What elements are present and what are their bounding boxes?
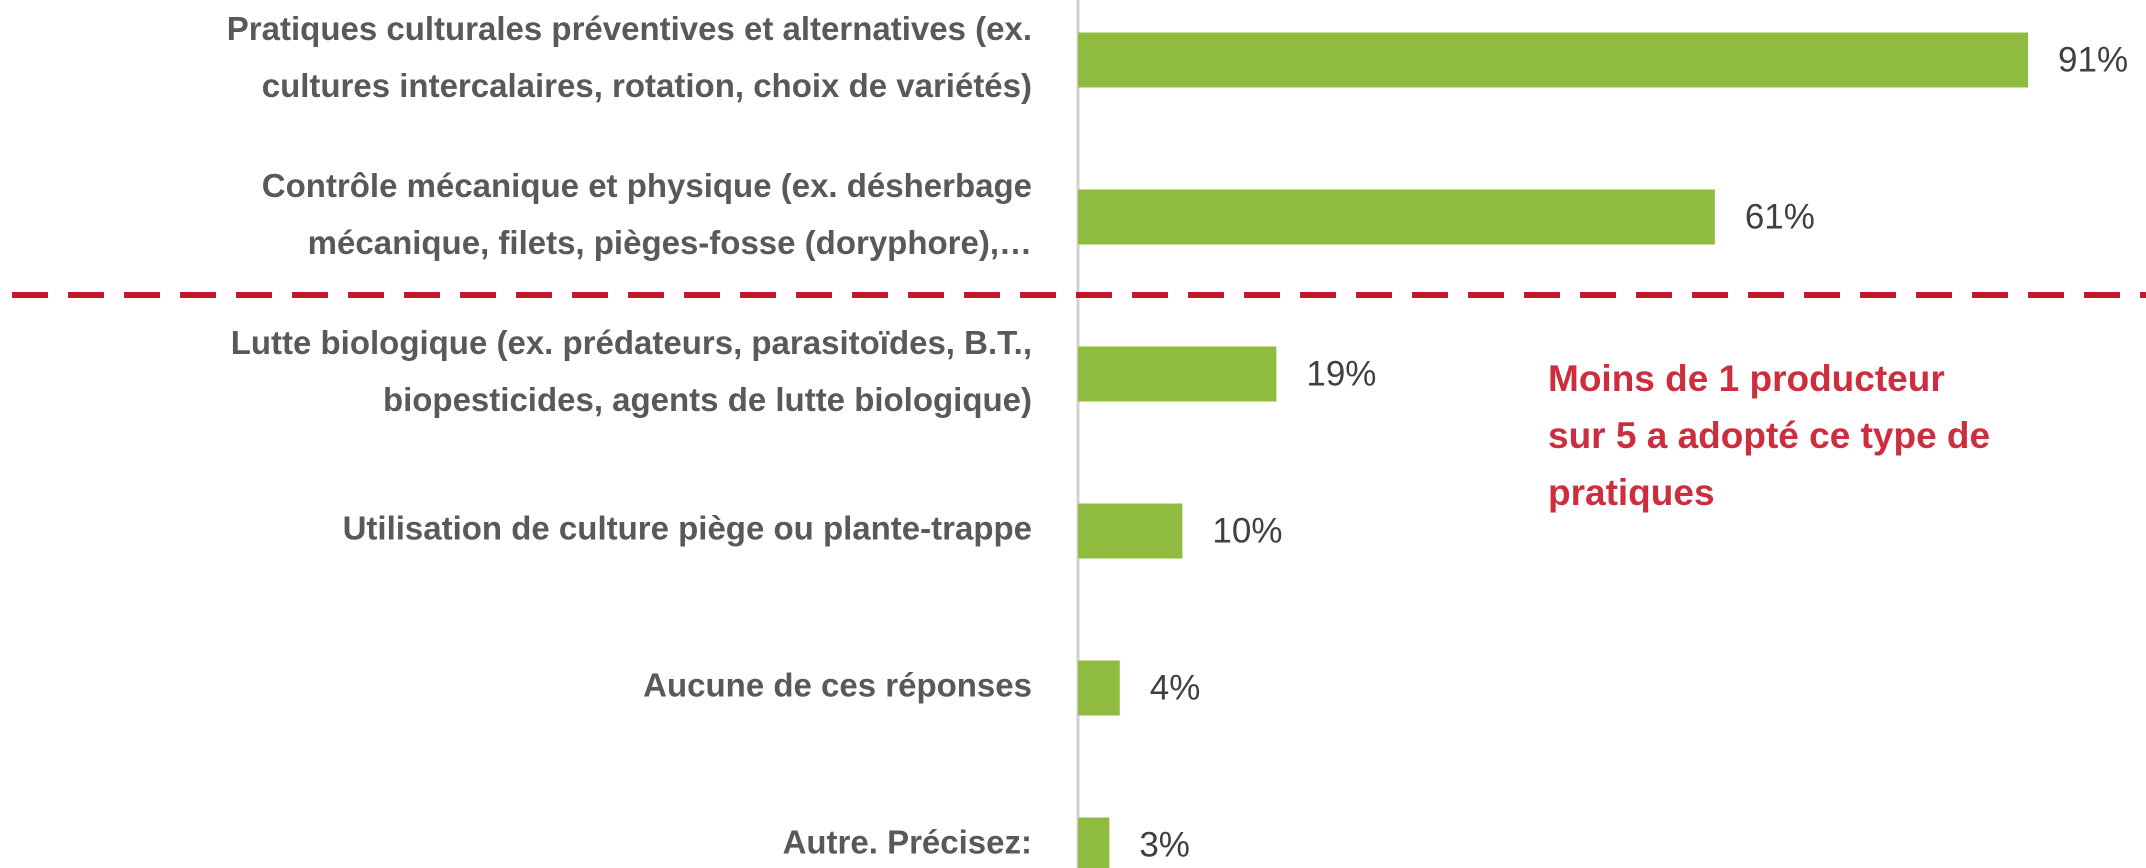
value-label: 10% (1212, 511, 1282, 550)
category-label: Pratiques culturales préventives et alte… (227, 10, 1032, 47)
category-label: Lutte biologique (ex. prédateurs, parasi… (231, 324, 1032, 361)
category-label: biopesticides, agents de lutte biologiqu… (383, 381, 1032, 418)
value-label: 91% (2058, 40, 2128, 79)
category-label: Autre. Précisez: (783, 824, 1032, 861)
category-label: cultures intercalaires, rotation, choix … (262, 67, 1032, 104)
category-label: Contrôle mécanique et physique (ex. désh… (262, 167, 1032, 204)
bar (1078, 189, 1715, 245)
category-label: Utilisation de culture piège ou plante-t… (343, 510, 1032, 547)
value-label: 61% (1745, 197, 1815, 236)
annotation: sur 5 a adopté ce type de (1548, 415, 1990, 456)
annotation: Moins de 1 producteur (1548, 358, 1945, 399)
bar (1078, 346, 1277, 402)
value-label: 19% (1306, 354, 1376, 393)
bar (1078, 660, 1120, 716)
category-label: mécanique, filets, pièges-fosse (dorypho… (308, 224, 1032, 261)
bar (1078, 503, 1183, 559)
value-label: 3% (1139, 825, 1190, 864)
value-label: 4% (1150, 668, 1201, 707)
annotation: pratiques (1548, 472, 1715, 513)
category-label: Aucune de ces réponses (643, 667, 1032, 704)
bar (1078, 817, 1110, 868)
bar (1078, 32, 2029, 88)
